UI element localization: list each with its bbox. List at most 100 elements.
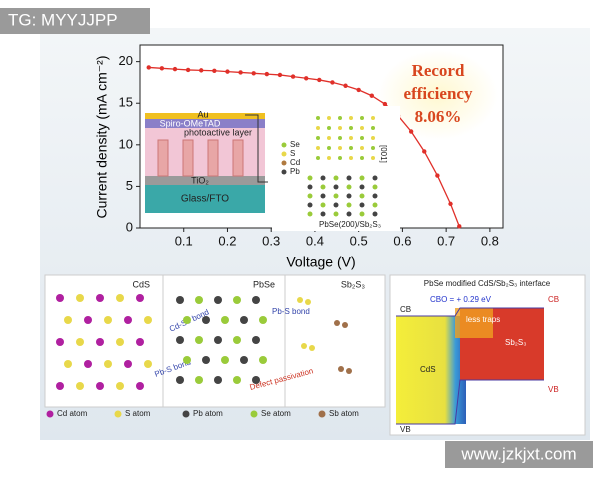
atom <box>240 356 248 364</box>
data-point <box>146 65 151 70</box>
atom <box>307 211 313 217</box>
data-point <box>264 71 270 77</box>
atom <box>221 316 229 324</box>
bond-label: Pb-S bond <box>272 307 310 316</box>
atom <box>333 211 339 217</box>
atom <box>124 360 132 368</box>
atom <box>96 382 104 390</box>
atom <box>233 296 241 304</box>
atom <box>349 116 353 120</box>
atom <box>338 136 342 140</box>
atom <box>372 202 378 208</box>
atom <box>316 116 320 120</box>
atom <box>346 184 352 190</box>
annotation: efficiency <box>404 84 473 103</box>
atom <box>76 294 84 302</box>
annotation-burst <box>378 50 498 140</box>
watermark-box <box>0 8 150 34</box>
atom <box>84 360 92 368</box>
atom <box>333 202 339 208</box>
atom <box>359 184 365 190</box>
y-tick-label: 5 <box>126 178 133 193</box>
data-point <box>225 69 230 74</box>
atom <box>333 184 339 190</box>
atom <box>233 376 241 384</box>
atom <box>297 297 303 303</box>
atom <box>116 294 124 302</box>
cbo-label: CBO = + 0.29 eV <box>430 295 492 304</box>
data-point <box>457 224 462 229</box>
layer-label: TiO₂ <box>191 175 209 185</box>
atom <box>349 136 353 140</box>
layer <box>145 119 265 128</box>
atom <box>327 146 331 150</box>
atom <box>327 126 331 130</box>
atom <box>327 136 331 140</box>
data-point <box>212 68 217 73</box>
legend-label: Se <box>290 140 300 149</box>
direction-label: [001] <box>379 145 388 163</box>
data-point <box>356 87 361 93</box>
band-diagram: PbSe modified CdS/Sb₂S₃ interface CB VB … <box>389 274 586 436</box>
atom <box>371 156 375 160</box>
atom <box>338 156 342 160</box>
legend-dot <box>114 410 122 418</box>
data-point <box>317 77 322 83</box>
atom <box>221 356 229 364</box>
data-point <box>435 173 440 178</box>
y-tick-label: 0 <box>126 219 133 234</box>
atom <box>307 175 313 181</box>
legend-dot <box>182 410 190 418</box>
atom <box>202 356 210 364</box>
traps-region <box>455 308 493 338</box>
atom <box>371 126 375 130</box>
legend-label: Se atom <box>261 409 291 418</box>
atom <box>309 345 315 351</box>
atom <box>104 360 112 368</box>
data-point <box>369 93 374 98</box>
y-axis-label: Current density (mA cm⁻²) <box>94 56 110 219</box>
atom <box>64 360 72 368</box>
x-tick-label: 0.5 <box>350 233 368 248</box>
x-tick-label: 0.2 <box>218 233 236 248</box>
atom <box>346 175 352 181</box>
data-point <box>238 70 243 75</box>
atom <box>176 336 184 344</box>
atom <box>195 376 203 384</box>
pillar <box>182 139 194 177</box>
atom <box>183 356 191 364</box>
atom <box>116 338 124 346</box>
atom <box>346 193 352 199</box>
data-point <box>277 72 283 78</box>
atom <box>338 366 344 372</box>
atom <box>252 296 260 304</box>
atom <box>346 368 352 374</box>
legend-dot <box>281 142 287 148</box>
band-label: VB <box>548 385 559 394</box>
panel-label: Sb₂S₃ <box>341 279 366 289</box>
atom <box>301 343 307 349</box>
data-point <box>303 76 309 81</box>
atom <box>56 382 64 390</box>
layer-label: photoactive layer <box>184 127 252 137</box>
atom <box>64 316 72 324</box>
atom <box>240 316 248 324</box>
watermark: TG: MYYJJPP <box>8 10 118 29</box>
atom <box>96 294 104 302</box>
atom <box>333 193 339 199</box>
atom <box>214 336 222 344</box>
atom <box>360 156 364 160</box>
inset-caption: PbSe(200)/Sb₂S₃ <box>319 220 381 229</box>
atom <box>56 294 64 302</box>
atom <box>214 376 222 384</box>
atom <box>327 116 331 120</box>
x-tick-label: 0.7 <box>437 233 455 248</box>
atom <box>334 320 340 326</box>
atom <box>195 296 203 304</box>
data-point <box>382 101 388 107</box>
pillar <box>232 139 244 177</box>
bottom-panels: CdS PbSe Sb₂S₃ Cd-Se bond Pb-S bond Pb-S… <box>44 274 386 418</box>
atom <box>307 193 313 199</box>
legend-dot <box>318 410 326 418</box>
layer <box>145 113 265 119</box>
